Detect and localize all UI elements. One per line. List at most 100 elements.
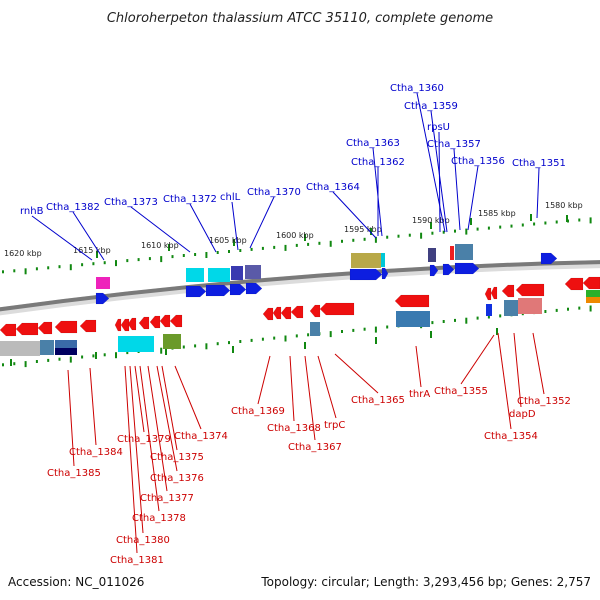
label-leader-line (416, 92, 446, 233)
reverse-gene-arrow (564, 277, 584, 291)
gene-block (118, 336, 136, 352)
label-leader-line (124, 365, 138, 554)
gene-label-ctha-1363: Ctha_1363 (346, 138, 400, 149)
label-leader-line (174, 365, 202, 430)
gene-label-dapd: dapD (509, 409, 536, 420)
reverse-gene-arrow (15, 322, 39, 336)
forward-gene-arrow (540, 252, 558, 265)
reverse-gene-arrow (127, 317, 137, 331)
gene-block (96, 277, 110, 289)
reverse-gene-arrow (490, 286, 498, 300)
reverse-gene-arrow (149, 315, 161, 329)
gene-block (245, 265, 261, 279)
gene-label-ctha-1378: Ctha_1378 (132, 513, 186, 524)
gene-label-ctha-1382: Ctha_1382 (46, 202, 100, 213)
label-leader-line (415, 345, 422, 388)
label-leader-line (453, 148, 461, 231)
gene-label-ctha-1352: Ctha_1352 (517, 396, 571, 407)
label-leader-line (89, 367, 97, 446)
gene-block (586, 297, 600, 303)
label-leader-line (317, 355, 337, 419)
label-leader-line (249, 196, 275, 249)
gene-block (381, 253, 385, 267)
forward-gene-arrow (229, 283, 247, 296)
reverse-gene-labels: Ctha_1385 Ctha_1384 Ctha_1381 Ctha_1380 Ctha… (47, 332, 571, 566)
gene-label-ctha-1368: Ctha_1368 (267, 423, 321, 434)
gene-label-ctha-1372: Ctha_1372 (163, 194, 217, 205)
label-leader-line (536, 167, 540, 219)
reverse-gene-arrow (394, 294, 430, 308)
forward-gene-arrow (245, 282, 263, 295)
accession-text: Accession: NC_011026 (8, 575, 144, 589)
gene-block (55, 348, 77, 355)
gene-label-ctha-1367: Ctha_1367 (288, 442, 342, 453)
gene-block (428, 248, 436, 262)
reverse-gene-arrow (138, 316, 150, 330)
reverse-gene-arrow (169, 314, 183, 328)
label-leader-line (189, 203, 217, 253)
kbp-label: 1610 kbp (141, 241, 179, 250)
gene-block (231, 266, 243, 280)
kbp-label: 1595 kbp (344, 225, 382, 234)
gene-label-ctha-1351: Ctha_1351 (512, 158, 566, 169)
reverse-gene-arrow (114, 318, 122, 332)
forward-gene-arrow (454, 262, 480, 275)
gene-label-ctha-1376: Ctha_1376 (150, 473, 204, 484)
forward-gene-arrow (205, 284, 231, 297)
gene-block (0, 341, 16, 356)
reverse-gene-arrow (37, 321, 53, 335)
gene-label-ctha-1374: Ctha_1374 (174, 431, 228, 442)
gene-block (450, 246, 454, 260)
gene-label-ctha-1385: Ctha_1385 (47, 468, 101, 479)
label-leader-line (231, 201, 239, 251)
label-leader-line (147, 365, 168, 492)
reverse-gene-arrow (0, 323, 17, 337)
reverse-gene-arrow (120, 318, 130, 332)
forward-gene-arrow (429, 264, 439, 277)
kbp-label: 1620 kbp (4, 249, 42, 258)
kbp-label: 1590 kbp (412, 216, 450, 225)
forward-gene-arrow (95, 292, 110, 305)
label-leader-line (460, 334, 495, 385)
reverse-gene-arrow (54, 320, 78, 334)
reverse-gene-arrow (501, 284, 515, 298)
reverse-gene-arrow (79, 319, 97, 333)
gene-block (396, 311, 430, 327)
gene-label-ctha-1364: Ctha_1364 (306, 182, 360, 193)
label-leader-line (438, 131, 441, 233)
gene-label-ctha-1356: Ctha_1356 (451, 156, 505, 167)
gene-label-rnhb: rnhB (20, 206, 44, 217)
gene-label-ctha-1384: Ctha_1384 (69, 447, 123, 458)
reverse-gene-arrow (319, 302, 355, 316)
gene-block (40, 340, 54, 355)
gene-label-ctha-1375: Ctha_1375 (150, 452, 204, 463)
gene-label-ctha-1369: Ctha_1369 (231, 406, 285, 417)
label-leader-line (31, 215, 93, 261)
gene-block (310, 322, 320, 336)
label-leader-line (467, 165, 479, 231)
gene-label-ctha-1357: Ctha_1357 (427, 139, 481, 150)
gene-block (455, 244, 473, 260)
label-leader-line (139, 365, 160, 512)
gene-label-ctha-1354: Ctha_1354 (484, 431, 538, 442)
gene-label-ctha-1359: Ctha_1359 (404, 101, 458, 112)
gene-label-ctha-1373: Ctha_1373 (104, 197, 158, 208)
label-leader-line (129, 365, 144, 534)
reverse-gene-arrow (290, 305, 304, 319)
label-leader-line (332, 191, 377, 239)
kbp-label: 1605 kbp (209, 236, 247, 245)
kbp-label: 1600 kbp (276, 231, 314, 240)
gene-block (486, 304, 492, 316)
forward-gene-arrow (185, 285, 207, 298)
gene-label-ctha-1355: Ctha_1355 (434, 386, 488, 397)
forward-gene-arrow (381, 267, 389, 280)
gene-label-ctha-1377: Ctha_1377 (140, 493, 194, 504)
gene-label-rpsu: rpsU (427, 122, 450, 133)
reverse-gene-arrow (280, 306, 292, 320)
label-leader-line (67, 369, 75, 467)
forward-gene-arrow (349, 268, 383, 281)
reverse-gene-arrow (159, 314, 171, 328)
gene-block (136, 336, 154, 352)
kbp-scale-labels: 1620 kbp 1615 kbp 1610 kbp 1605 kbp 1600 kbp… (4, 201, 583, 258)
